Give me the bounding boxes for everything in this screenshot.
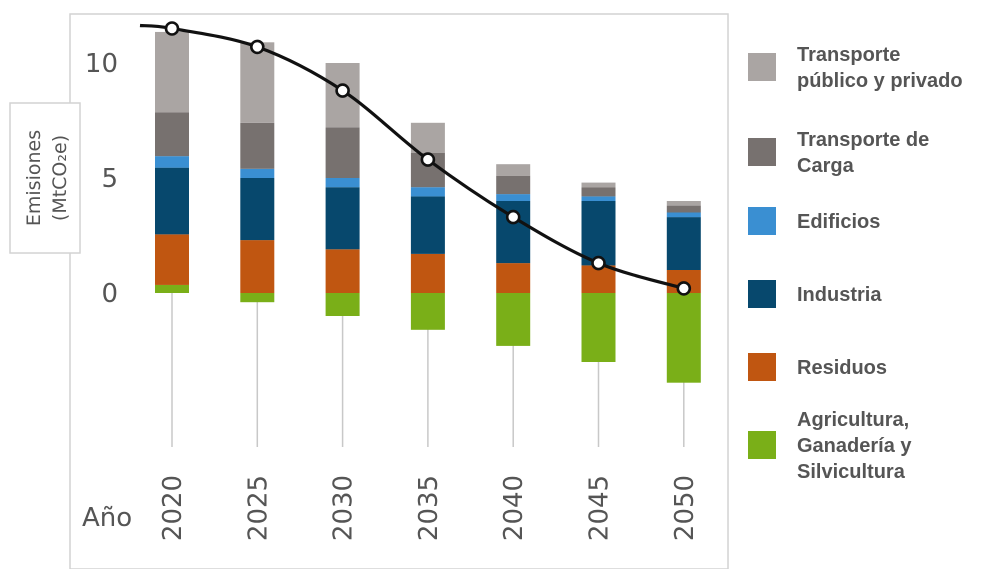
legend-label-6-line-3: Silvicultura [797,461,906,483]
bar-industria-2030 [325,187,360,250]
legend: Transporte público y privado Transporte de… [748,44,963,483]
bar-residuos-2030 [325,249,360,293]
legend-label-5-line-1: Residuos [797,357,887,379]
bar-transporte-de-carga-2020 [155,112,189,157]
bar-transporte-de-carga-2040 [496,175,531,195]
bar-transporte-p-blico-y-privado-2035 [410,122,445,153]
bar-edificios-2035 [410,187,445,197]
legend-swatch-3 [748,207,776,235]
bar-transporte-p-blico-y-privado-2040 [496,164,531,176]
bar-agricultura-ganader-a-y-silvicultura-2050 [666,293,701,383]
bar-agricultura-ganader-a-y-silvicultura-2035 [410,293,445,330]
x-tick-2050: 2050 [670,475,700,541]
x-tick-2020: 2020 [158,475,188,541]
net-point-2045 [591,255,606,271]
legend-swatch-6 [748,431,776,459]
y-tick-0: 0 [101,279,118,309]
bar-transporte-p-blico-y-privado-2020 [155,31,189,113]
x-tick-2030: 2030 [329,475,359,541]
bar-edificios-2020 [155,156,189,168]
bar-industria-2025 [240,178,275,241]
legend-swatch-4 [748,280,776,308]
legend-label-4-line-1: Industria [797,284,882,306]
x-tick-2045: 2045 [585,475,615,541]
legend-swatch-5 [748,353,776,381]
bar-agricultura-ganader-a-y-silvicultura-2020 [155,284,189,293]
ylabel-box [9,102,81,254]
bar-edificios-2030 [325,178,360,188]
plot-frame [69,13,729,569]
legend-swatch-2 [748,138,776,166]
bar-edificios-2025 [240,168,275,178]
legend-swatch-1 [748,53,776,81]
bar-industria-2045 [581,201,616,266]
bar-industria-2035 [410,196,445,254]
net-point-2040 [505,209,521,225]
net-point-2030 [335,83,350,98]
bar-transporte-p-blico-y-privado-2025 [240,42,275,123]
legend-label-2-line-2: Carga [797,155,855,177]
bar-agricultura-ganader-a-y-silvicultura-2030 [325,293,360,316]
bar-transporte-de-carga-2025 [240,122,275,169]
xlabel: Año [82,503,132,533]
net-point-2035 [420,152,436,167]
ylabel-line1: Emisiones [23,130,45,226]
bar-edificios-2045 [581,196,616,201]
ylabel-line2: (MtCO₂e) [49,135,71,221]
x-tick-labels: 2020 2025 2030 2035 2040 2045 2050 [158,475,700,541]
legend-label-3-line-1: Edificios [797,211,880,233]
bar-residuos-2040 [496,263,531,293]
bar-agricultura-ganader-a-y-silvicultura-2025 [240,293,275,303]
legend-label-1-line-2: público y privado [797,70,963,92]
y-tick-5: 5 [101,164,118,194]
legend-label-6-line-2: Ganadería y [797,435,912,457]
net-emissions-line [139,21,692,296]
x-tick-2025: 2025 [243,475,273,541]
legend-label-2-line-1: Transporte de [797,129,929,151]
bar-transporte-de-carga-2030 [325,127,360,178]
x-tick-2040: 2040 [499,475,529,541]
y-tick-10: 10 [85,49,118,79]
net-point-2020 [164,21,180,36]
bar-residuos-2020 [155,234,189,285]
bar-transporte-de-carga-2050 [666,205,701,213]
bar-transporte-de-carga-2045 [581,187,616,197]
y-tick-labels: 0 5 10 [85,49,118,309]
bar-industria-2020 [155,167,189,235]
legend-label-1-line-1: Transporte [797,44,900,66]
bar-edificios-2040 [496,194,531,201]
bar-residuos-2035 [410,253,445,293]
bar-agricultura-ganader-a-y-silvicultura-2040 [496,293,531,346]
bar-transporte-p-blico-y-privado-2045 [581,182,616,188]
bar-transporte-p-blico-y-privado-2050 [666,201,701,206]
net-point-2025 [249,39,265,55]
bar-stacks [155,31,701,383]
x-tick-2035: 2035 [414,475,444,541]
net-line-path [139,23,685,290]
net-point-2050 [676,281,692,296]
bar-industria-2050 [666,217,701,270]
bar-edificios-2050 [666,212,701,218]
bar-agricultura-ganader-a-y-silvicultura-2045 [581,293,616,362]
bar-residuos-2025 [240,240,275,293]
legend-label-6-line-1: Agricultura, [797,409,909,431]
